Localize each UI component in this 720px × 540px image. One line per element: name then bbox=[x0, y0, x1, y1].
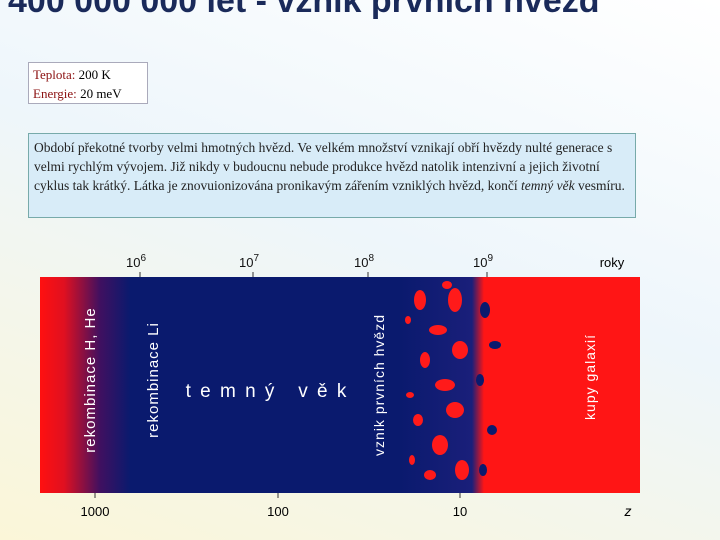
dark-blobs bbox=[476, 302, 501, 476]
timeline-band bbox=[40, 277, 640, 493]
exponent: 8 bbox=[368, 253, 374, 264]
top-label: 106 bbox=[126, 253, 146, 270]
bottom-label: 10 bbox=[453, 504, 467, 519]
era-title: t e m n ý v ě k bbox=[186, 381, 349, 402]
base: 10 bbox=[354, 255, 368, 270]
description: Období překotné tvorby velmi hmotných hv… bbox=[28, 133, 636, 218]
top-label: 109 bbox=[473, 253, 493, 270]
era-label: kupy galaxií bbox=[582, 334, 598, 420]
bottom-label: 100 bbox=[267, 504, 289, 519]
top-label: 108 bbox=[354, 253, 374, 270]
text: Období překotné tvorby velmi hmotných hv… bbox=[34, 140, 613, 193]
info-box: Teplota: 200 K Energie: 20 meV bbox=[28, 62, 148, 104]
exponent: 7 bbox=[253, 253, 259, 264]
info-row: Energie: 20 meV bbox=[33, 84, 143, 103]
text: vesmíru. bbox=[574, 178, 625, 193]
ticks bbox=[94, 272, 488, 498]
base: 10 bbox=[126, 255, 140, 270]
exponent: 9 bbox=[487, 253, 493, 264]
top-label: 107 bbox=[239, 253, 259, 270]
era-label: rekombinace H, He bbox=[82, 307, 99, 452]
bottom-unit: z bbox=[624, 503, 632, 519]
star-blobs bbox=[405, 281, 469, 480]
era-label: vznik prvních hvězd bbox=[371, 314, 387, 456]
info-row: Teplota: 200 K bbox=[33, 65, 143, 84]
info-label: Teplota: bbox=[33, 67, 76, 82]
title: 400 000 000 let - vznik prvních hvězd bbox=[8, 0, 600, 20]
base: 10 bbox=[473, 255, 487, 270]
exponent: 6 bbox=[140, 253, 146, 264]
emphasis: temný věk bbox=[520, 178, 575, 193]
era-label: rekombinace Li bbox=[145, 322, 162, 438]
info-value: 20 meV bbox=[80, 86, 122, 101]
bottom-label: 1000 bbox=[81, 504, 110, 519]
base: 10 bbox=[239, 255, 253, 270]
info-label: Energie: bbox=[33, 86, 77, 101]
info-value: 200 K bbox=[78, 67, 111, 82]
top-unit: roky bbox=[600, 255, 625, 270]
